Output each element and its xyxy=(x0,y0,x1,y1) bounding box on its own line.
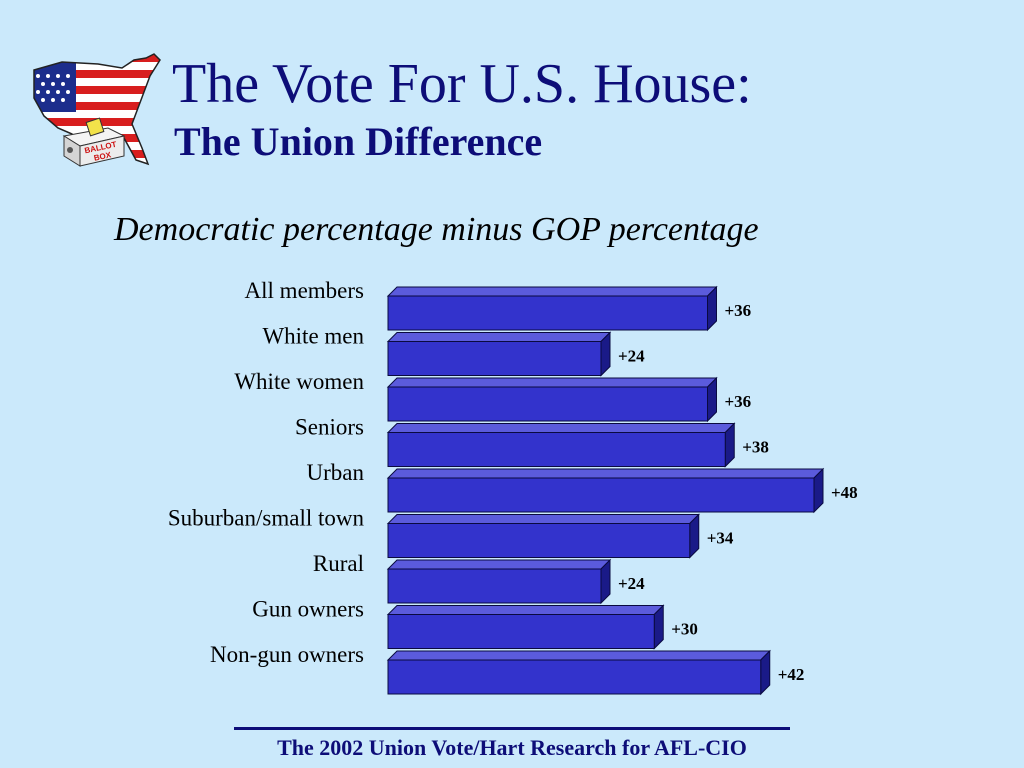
slide-subtitle: The Union Difference xyxy=(174,119,543,164)
footer-divider xyxy=(234,727,790,730)
bar-top-face xyxy=(386,514,700,524)
value-label: +24 xyxy=(618,574,645,593)
bar-group: All members +36 xyxy=(245,280,752,332)
bar-top-face xyxy=(386,332,612,342)
bar-group: White men +24 xyxy=(262,324,645,377)
bar-top-face xyxy=(386,286,718,297)
category-label: Urban xyxy=(307,460,365,485)
bar xyxy=(387,568,602,604)
bar-group: Non-gun owners +42 xyxy=(210,642,805,696)
bar-group: Suburban/small town +34 xyxy=(168,506,734,559)
category-label: Rural xyxy=(313,551,364,576)
ballot-box-text-2: BOX xyxy=(93,150,112,163)
bar-top-face xyxy=(386,468,825,479)
flag-ballot-box-icon: BALLOT BOX xyxy=(33,53,161,167)
category-label: White men xyxy=(262,324,364,349)
value-label: +48 xyxy=(831,483,858,502)
bar xyxy=(387,659,762,695)
category-label: White women xyxy=(234,369,364,394)
slide-title: The Vote For U.S. House: xyxy=(172,53,752,115)
bar xyxy=(387,614,655,649)
bar-group: Gun owners +30 xyxy=(252,597,698,650)
bar-group: White women +36 xyxy=(234,369,752,423)
bar xyxy=(387,523,691,558)
bar-group: Rural +24 xyxy=(313,551,645,605)
value-label: +30 xyxy=(671,620,698,639)
bar-top-face xyxy=(386,423,736,433)
bar-group: Urban +48 xyxy=(307,460,858,514)
bar-top-face xyxy=(386,605,665,615)
bar xyxy=(387,432,726,467)
value-label: +34 xyxy=(707,529,734,548)
bar xyxy=(387,477,815,513)
bar-chart: All members +36 White men +24 White women +36… xyxy=(168,280,858,696)
bar-top-face xyxy=(386,650,771,661)
category-label: Gun owners xyxy=(252,597,364,622)
category-label: Seniors xyxy=(295,415,364,440)
bar-top-face xyxy=(386,377,718,388)
category-label: All members xyxy=(245,280,364,303)
bar-top-face xyxy=(386,559,612,570)
category-label: Non-gun owners xyxy=(210,642,364,667)
value-label: +36 xyxy=(725,392,752,411)
value-label: +36 xyxy=(725,301,752,320)
bar-group: Seniors +38 xyxy=(295,415,769,468)
bar xyxy=(387,295,708,331)
chart-title: Democratic percentage minus GOP percenta… xyxy=(114,211,759,248)
value-label: +38 xyxy=(742,438,769,457)
bar xyxy=(387,386,708,422)
value-label: +42 xyxy=(778,665,805,684)
value-label: +24 xyxy=(618,347,645,366)
category-label: Suburban/small town xyxy=(168,506,365,531)
footer-source: The 2002 Union Vote/Hart Research for AF… xyxy=(277,735,747,760)
bar xyxy=(387,341,602,376)
